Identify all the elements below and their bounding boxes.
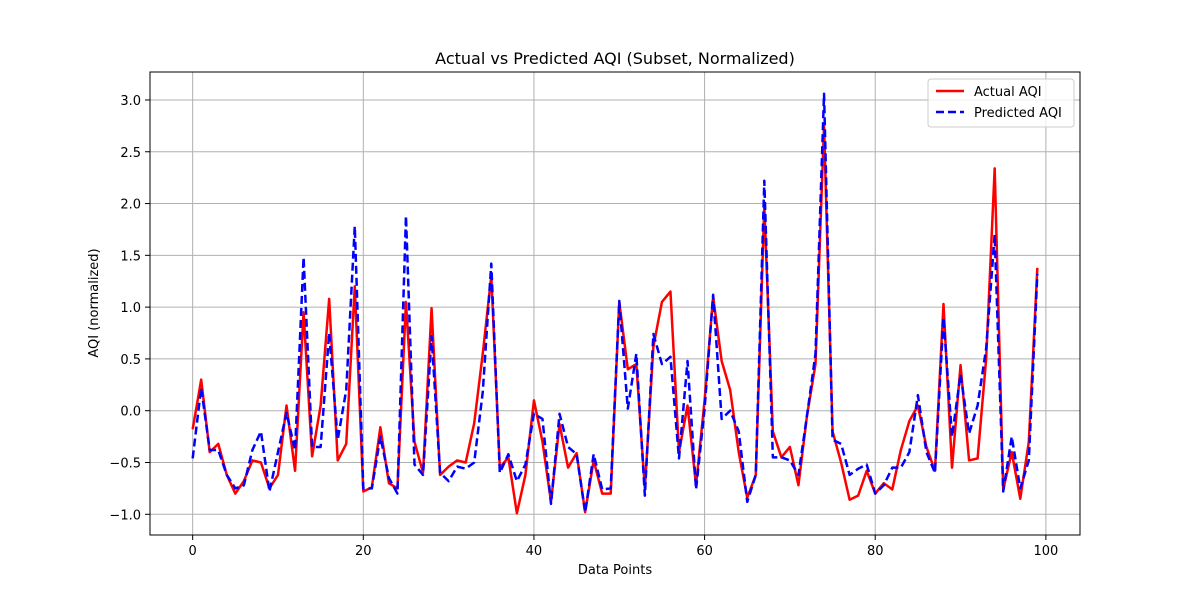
- series-line-actual-aqi: [191, 124, 1039, 515]
- legend: Actual AQI Predicted AQI: [927, 78, 1075, 128]
- plot-area-frame: [149, 71, 1081, 536]
- y-tick-label: 1.5: [120, 249, 141, 264]
- x-axis-label: Data Points: [578, 563, 652, 578]
- x-tick-label: 60: [696, 544, 713, 559]
- y-tick-label: −1.0: [109, 508, 141, 523]
- y-tick-label: 3.0: [120, 94, 141, 109]
- y-tick-label: 2.0: [120, 198, 141, 213]
- x-tick-label: 20: [355, 544, 372, 559]
- series-line-predicted-aqi: [191, 92, 1039, 514]
- grid-lines: [150, 72, 1080, 535]
- y-axis-ticks: −1.0 −0.5 0.0 0.5 1.0 1.5 2.0 2.5 3.0: [109, 94, 150, 523]
- x-tick-label: 40: [526, 544, 543, 559]
- y-tick-label: 0.0: [120, 405, 141, 420]
- x-tick-label: 100: [1033, 544, 1058, 559]
- chart-title: Actual vs Predicted AQI (Subset, Normali…: [435, 49, 795, 68]
- y-axis-label: AQI (normalized): [87, 248, 102, 357]
- series-lines: [191, 92, 1039, 515]
- y-tick-label: 2.5: [120, 146, 141, 161]
- legend-box: [927, 78, 1075, 128]
- y-tick-label: 1.0: [120, 301, 141, 316]
- x-tick-label: 0: [189, 544, 197, 559]
- y-tick-label: 0.5: [120, 353, 141, 368]
- legend-label-predicted: Predicted AQI: [974, 106, 1062, 121]
- x-axis-ticks: 0 20 40 60 80 100: [189, 535, 1058, 559]
- y-tick-label: −0.5: [109, 456, 141, 471]
- legend-label-actual: Actual AQI: [974, 85, 1042, 100]
- x-tick-label: 80: [867, 544, 884, 559]
